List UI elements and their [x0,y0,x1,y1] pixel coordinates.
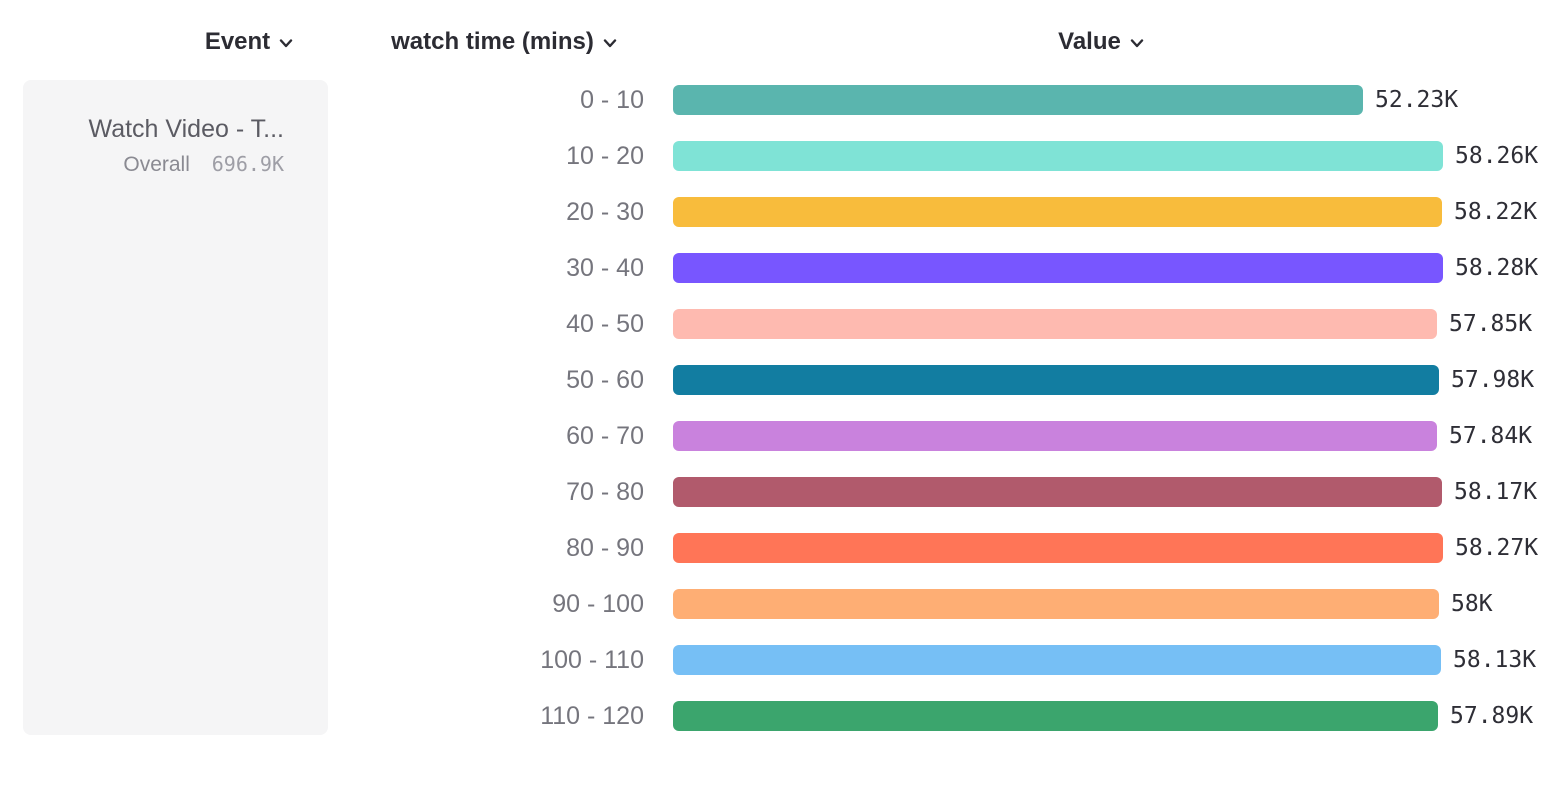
breakdown-column-dropdown[interactable]: watch time (mins) [369,28,639,56]
value-label: 58.13K [1453,647,1537,673]
breakdown-column-label: watch time (mins) [391,28,594,55]
value-label: 57.84K [1449,423,1533,449]
category-label: 60 - 70 [566,421,644,450]
category-label: 110 - 120 [540,701,644,730]
bar-segment[interactable] [673,365,1439,395]
value-column-label: Value [1058,28,1121,55]
bar-chart: 0 - 10 52.23K 10 - 20 58.26K 20 - 30 58.22K 30… [0,80,1568,752]
bar-segment[interactable] [673,253,1443,283]
chart-row: 30 - 40 58.28K [0,253,1568,283]
value-label: 52.23K [1375,87,1459,113]
event-card[interactable]: Watch Video - T... Overall 696.9K [23,80,328,735]
chart-row: 40 - 50 57.85K [0,309,1568,339]
category-label: 90 - 100 [552,589,644,618]
chart-row: 80 - 90 58.27K [0,533,1568,563]
event-title: Watch Video - T... [88,115,284,143]
chart-row: 10 - 20 58.26K [0,141,1568,171]
event-column-label: Event [204,28,271,55]
overall-value: 696.9K [211,152,284,176]
category-label: 100 - 110 [540,645,644,674]
chart-row: 50 - 60 57.98K [0,365,1568,395]
value-label: 58.28K [1455,255,1539,281]
bar-segment[interactable] [673,533,1443,563]
chevron-down-icon [279,39,293,48]
event-overall-row: Overall 696.9K [35,151,284,178]
chart-row: 0 - 10 52.23K [0,85,1568,115]
chevron-down-icon [603,39,617,48]
event-column-dropdown[interactable]: Event [149,28,349,56]
bar-segment[interactable] [673,645,1441,675]
category-label: 30 - 40 [566,253,644,282]
category-label: 50 - 60 [566,365,644,394]
overall-label: Overall [123,153,190,176]
value-label: 58.22K [1454,199,1538,225]
bar-segment[interactable] [673,589,1439,619]
value-label: 57.89K [1450,703,1534,729]
category-label: 0 - 10 [580,85,644,114]
category-label: 80 - 90 [566,533,644,562]
value-label: 57.85K [1449,311,1533,337]
bar-segment[interactable] [673,477,1442,507]
chart-row: 20 - 30 58.22K [0,197,1568,227]
value-column-dropdown[interactable]: Value [981,28,1221,56]
chart-row: 70 - 80 58.17K [0,477,1568,507]
value-label: 58.27K [1455,535,1539,561]
category-label: 70 - 80 [566,477,644,506]
category-label: 20 - 30 [566,197,644,226]
category-label: 40 - 50 [566,309,644,338]
value-label: 58.17K [1454,479,1538,505]
value-label: 58.26K [1455,143,1539,169]
category-label: 10 - 20 [566,141,644,170]
chart-row: 100 - 110 58.13K [0,645,1568,675]
bar-segment[interactable] [673,421,1437,451]
bar-segment[interactable] [673,85,1363,115]
bar-segment[interactable] [673,197,1442,227]
value-label: 58K [1451,591,1493,617]
chart-row: 60 - 70 57.84K [0,421,1568,451]
bar-segment[interactable] [673,309,1437,339]
bar-segment[interactable] [673,701,1438,731]
bar-segment[interactable] [673,141,1443,171]
chart-row: 110 - 120 57.89K [0,701,1568,731]
chart-row: 90 - 100 58K [0,589,1568,619]
chevron-down-icon [1130,39,1144,48]
value-label: 57.98K [1451,367,1535,393]
